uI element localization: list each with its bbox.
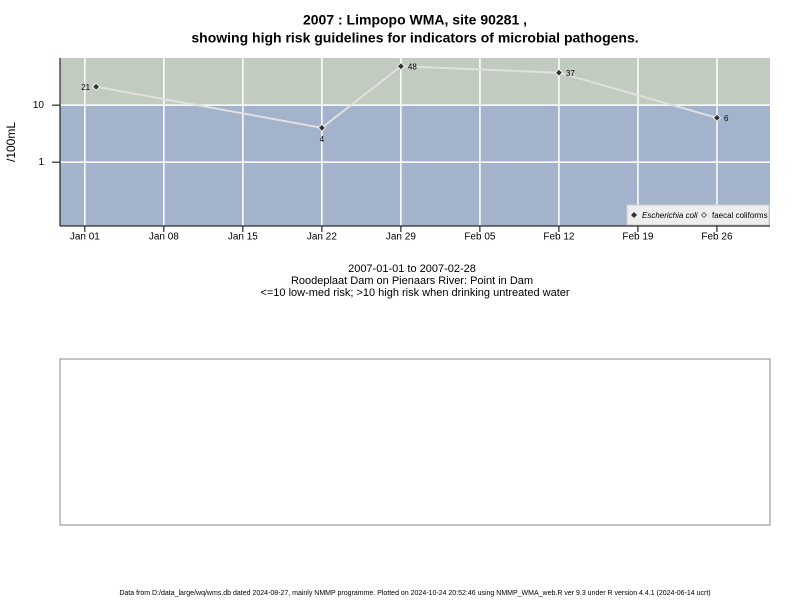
- legend-label: Escherichia coli: [642, 211, 698, 220]
- x-tick-label: Jan 15: [228, 232, 258, 243]
- x-tick-label: Feb 26: [701, 232, 733, 243]
- chart-title: showing high risk guidelines for indicat…: [191, 30, 638, 46]
- data-label: 6: [724, 114, 729, 123]
- y-tick-label: 10: [33, 100, 45, 111]
- data-point: [396, 62, 405, 71]
- data-point: [317, 123, 326, 132]
- x-tick-label: Feb 12: [543, 232, 575, 243]
- x-tick-label: Jan 08: [149, 232, 179, 243]
- data-point: [712, 113, 722, 122]
- data-point: [554, 68, 563, 77]
- y-tick-label: 1: [38, 157, 44, 168]
- x-tick-label: Feb 19: [622, 232, 654, 243]
- data-label: 21: [81, 83, 90, 92]
- data-label: 4: [320, 135, 325, 144]
- footer: Data from D:/data_large/wq/wms.db dated …: [119, 590, 710, 597]
- note: <=10 low-med risk; >10 high risk when dr…: [260, 287, 569, 299]
- x-tick-label: Jan 01: [70, 232, 100, 243]
- legend-box: [626, 204, 770, 226]
- data-label: 37: [566, 69, 575, 78]
- note: Roodeplaat Dam on Pienaars River: Point …: [291, 275, 533, 287]
- legend-marker: [701, 212, 707, 218]
- x-tick-label: Jan 29: [386, 232, 416, 243]
- legend-marker: [631, 212, 637, 218]
- x-tick-label: Jan 22: [307, 232, 337, 243]
- x-tick-label: Feb 05: [464, 232, 496, 243]
- data-label: 48: [408, 62, 417, 71]
- data-point: [92, 82, 101, 91]
- chart-title: 2007 : Limpopo WMA, site 90281 ,: [303, 12, 527, 28]
- legend-label: faecal coliforms: [712, 211, 768, 220]
- y-axis-label: /100mL: [4, 122, 18, 162]
- empty-panel: [59, 358, 771, 526]
- note: 2007-01-01 to 2007-02-28: [348, 263, 476, 275]
